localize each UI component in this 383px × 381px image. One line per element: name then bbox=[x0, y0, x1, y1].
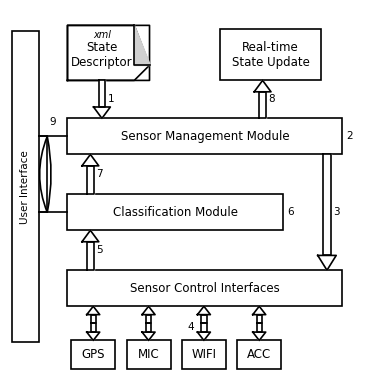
Polygon shape bbox=[82, 231, 99, 242]
Text: 5: 5 bbox=[96, 245, 103, 255]
FancyBboxPatch shape bbox=[237, 341, 281, 369]
Polygon shape bbox=[87, 242, 94, 270]
Polygon shape bbox=[142, 306, 155, 315]
Polygon shape bbox=[257, 323, 262, 332]
Polygon shape bbox=[197, 306, 210, 315]
Text: WIFI: WIFI bbox=[192, 348, 216, 361]
Polygon shape bbox=[82, 154, 99, 166]
Polygon shape bbox=[90, 315, 96, 323]
Text: 3: 3 bbox=[333, 207, 339, 217]
FancyBboxPatch shape bbox=[67, 118, 342, 154]
Polygon shape bbox=[93, 107, 110, 118]
FancyBboxPatch shape bbox=[67, 270, 342, 306]
Text: 1: 1 bbox=[108, 94, 114, 104]
Polygon shape bbox=[201, 323, 206, 332]
FancyBboxPatch shape bbox=[220, 29, 321, 80]
Text: Sensor Management Module: Sensor Management Module bbox=[121, 130, 289, 143]
Text: xml: xml bbox=[93, 30, 111, 40]
Polygon shape bbox=[142, 332, 155, 341]
Text: 9: 9 bbox=[49, 117, 56, 127]
Polygon shape bbox=[87, 166, 94, 194]
Polygon shape bbox=[253, 332, 266, 341]
Polygon shape bbox=[257, 315, 262, 323]
Polygon shape bbox=[322, 154, 331, 255]
Polygon shape bbox=[259, 92, 266, 118]
Polygon shape bbox=[318, 255, 336, 270]
Polygon shape bbox=[67, 26, 149, 80]
Polygon shape bbox=[197, 332, 210, 341]
Text: 6: 6 bbox=[287, 207, 293, 217]
FancyBboxPatch shape bbox=[127, 341, 170, 369]
Text: 2: 2 bbox=[346, 131, 353, 141]
Polygon shape bbox=[146, 315, 151, 323]
Polygon shape bbox=[134, 26, 149, 65]
Polygon shape bbox=[254, 80, 271, 92]
Polygon shape bbox=[87, 306, 100, 315]
Text: MIC: MIC bbox=[138, 348, 159, 361]
Text: State
Descriptor: State Descriptor bbox=[71, 41, 133, 69]
FancyBboxPatch shape bbox=[182, 341, 226, 369]
Text: User Interface: User Interface bbox=[21, 150, 31, 224]
Text: Classification Module: Classification Module bbox=[113, 206, 238, 219]
FancyBboxPatch shape bbox=[71, 341, 115, 369]
Polygon shape bbox=[146, 323, 151, 332]
Polygon shape bbox=[98, 80, 105, 107]
Text: 8: 8 bbox=[268, 94, 275, 104]
Polygon shape bbox=[87, 332, 100, 341]
Text: GPS: GPS bbox=[82, 348, 105, 361]
Text: Sensor Control Interfaces: Sensor Control Interfaces bbox=[130, 282, 280, 295]
FancyBboxPatch shape bbox=[67, 194, 283, 231]
Polygon shape bbox=[201, 315, 206, 323]
Text: 4: 4 bbox=[188, 322, 194, 332]
Polygon shape bbox=[90, 323, 96, 332]
Polygon shape bbox=[253, 306, 266, 315]
Polygon shape bbox=[67, 26, 149, 80]
Text: 7: 7 bbox=[96, 170, 103, 179]
Text: ACC: ACC bbox=[247, 348, 272, 361]
Text: Real-time
State Update: Real-time State Update bbox=[232, 41, 309, 69]
FancyBboxPatch shape bbox=[12, 31, 39, 343]
